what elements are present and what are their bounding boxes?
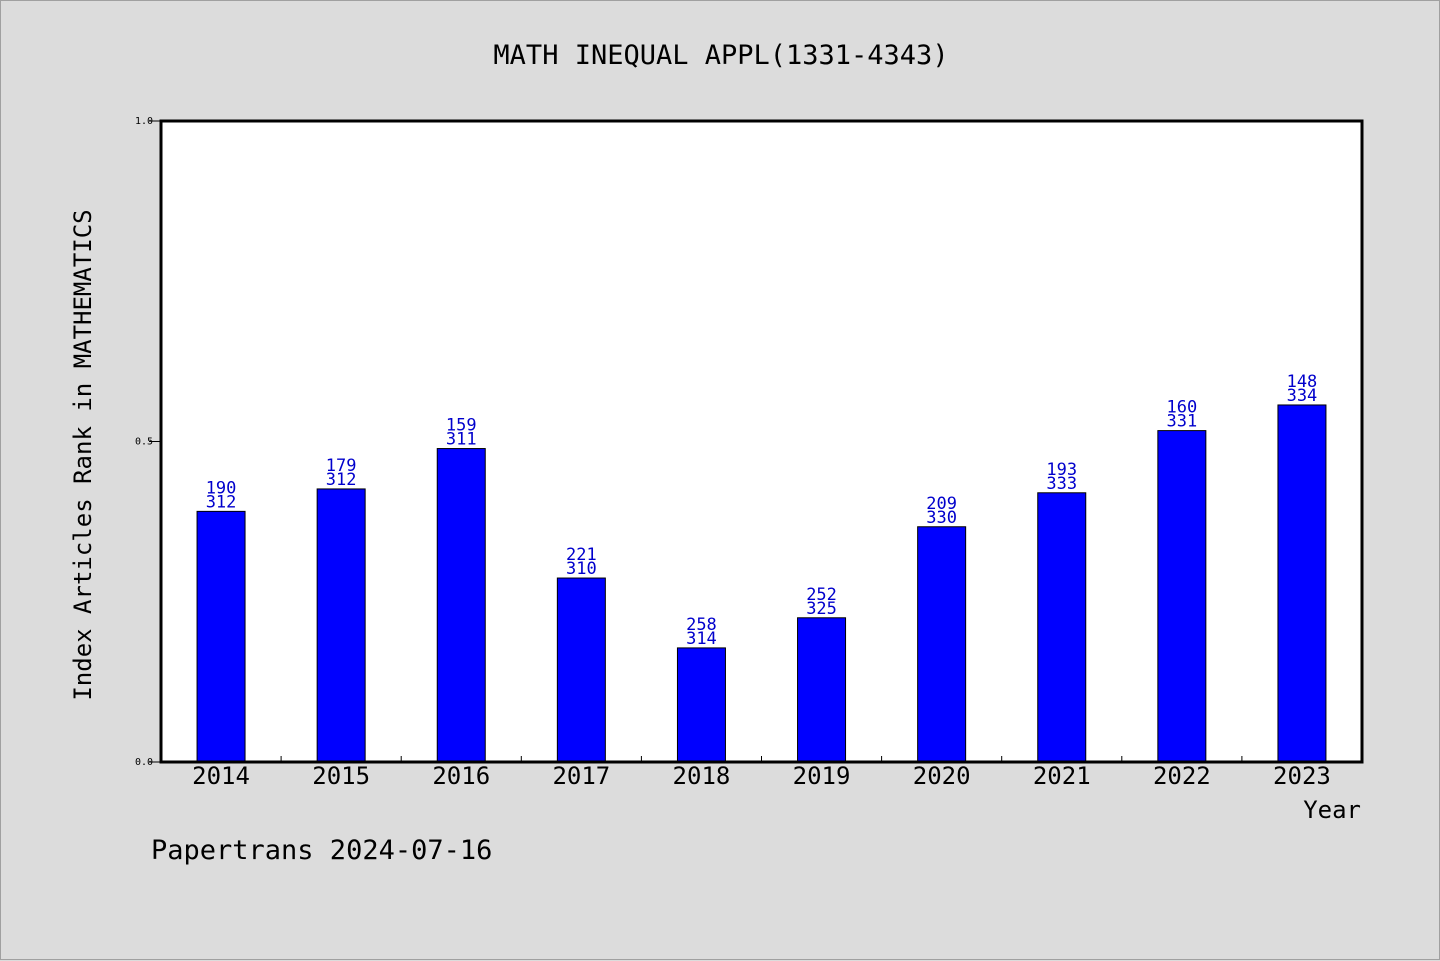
bar-label-top: 179 bbox=[326, 456, 357, 476]
footer-note: Papertrans 2024-07-16 bbox=[151, 835, 493, 866]
bar bbox=[797, 617, 847, 763]
y-tick-label: 0.0 bbox=[135, 757, 153, 768]
bar-label-top: 209 bbox=[926, 494, 957, 514]
x-axis-ticks: 2014 2015 2016 2017 2018 2019 2020 2021 2022 2023 bbox=[192, 756, 1331, 790]
bar bbox=[1037, 492, 1087, 763]
bar-label-bottom: 333 bbox=[1046, 474, 1077, 494]
x-tick-label: 2019 bbox=[793, 762, 851, 790]
x-tick-label: 2020 bbox=[913, 762, 971, 790]
x-tick-label: 2015 bbox=[312, 762, 370, 790]
bar-label-bottom: 334 bbox=[1287, 386, 1318, 406]
y-axis-ticks: 0.0 0.5 1.0 bbox=[135, 116, 161, 768]
bar bbox=[676, 647, 726, 763]
bar bbox=[1277, 404, 1327, 763]
x-tick-label: 2023 bbox=[1273, 762, 1331, 790]
x-tick-label: 2014 bbox=[192, 762, 250, 790]
bar-series bbox=[196, 404, 1327, 763]
bar-label-bottom: 312 bbox=[206, 492, 237, 512]
bar bbox=[196, 510, 246, 763]
bar-label-top: 258 bbox=[686, 615, 717, 635]
bar-label-bottom: 312 bbox=[326, 470, 357, 490]
plot-border bbox=[159, 119, 1364, 764]
x-tick-label: 2017 bbox=[552, 762, 610, 790]
x-tick-label: 2022 bbox=[1153, 762, 1211, 790]
bar-label-bottom: 330 bbox=[926, 508, 957, 528]
chart-title: MATH INEQUAL APPL(1331-4343) bbox=[493, 40, 948, 71]
bar-label-top: 221 bbox=[566, 545, 597, 565]
bar-label-top: 193 bbox=[1046, 460, 1077, 480]
bar-data-labels: 1903121793121593112213102583142523252093… bbox=[206, 372, 1318, 649]
bar-label-top: 148 bbox=[1287, 372, 1318, 392]
bar-label-bottom: 331 bbox=[1166, 412, 1197, 432]
y-axis-label: Index Articles Rank in MATHEMATICS bbox=[69, 209, 97, 700]
bar bbox=[556, 577, 606, 763]
bar bbox=[1157, 430, 1207, 763]
bar bbox=[917, 526, 967, 763]
bar bbox=[316, 488, 366, 763]
bar-label-top: 159 bbox=[446, 416, 477, 436]
y-tick-label: 1.0 bbox=[135, 116, 153, 127]
bar-label-bottom: 314 bbox=[686, 629, 717, 649]
bar-label-top: 160 bbox=[1166, 398, 1197, 418]
bar-label-bottom: 310 bbox=[566, 559, 597, 579]
y-tick-label: 0.5 bbox=[135, 437, 153, 448]
x-tick-label: 2021 bbox=[1033, 762, 1091, 790]
bar-label-bottom: 311 bbox=[446, 430, 477, 450]
bar-label-bottom: 325 bbox=[806, 599, 837, 619]
x-tick-label: 2018 bbox=[673, 762, 731, 790]
bar-label-top: 190 bbox=[206, 478, 237, 498]
bar-label-top: 252 bbox=[806, 585, 837, 605]
x-tick-label: 2016 bbox=[432, 762, 490, 790]
x-axis-label: Year bbox=[1303, 796, 1361, 824]
bar bbox=[436, 448, 486, 763]
